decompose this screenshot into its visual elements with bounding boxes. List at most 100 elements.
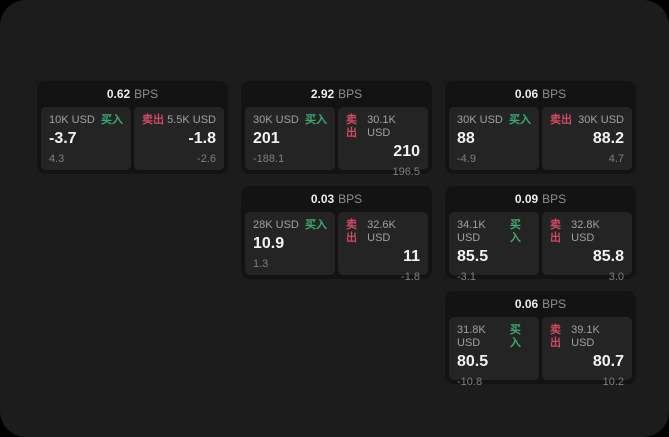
sell-panel[interactable]: 卖出 32.6K USD 11 -1.8 [338,212,428,283]
sell-price: 11 [403,248,420,265]
sell-price: 88.2 [592,130,624,147]
buy-sub-value: -3.1 [457,271,476,283]
buy-price: 85.5 [457,248,489,265]
buy-size: 28K USD [253,219,299,231]
buy-sub-value: 1.3 [253,258,269,270]
sell-panel-top: 卖出 30K USD [550,114,624,127]
buy-sub-value: -188.1 [253,153,285,165]
buy-size: 30K USD [253,114,299,126]
card-body: 28K USD 买入 10.9 1.3 卖出 32.6K USD 11 -1.8 [241,212,432,283]
sell-sub-value: 4.7 [608,153,624,165]
buy-price: -3.7 [49,130,77,147]
sell-price: -1.8 [188,130,216,147]
card-header: 0.09 BPS [445,186,636,212]
quote-card: 0.03 BPS 28K USD 买入 10.9 1.3 卖出 32.6K US… [241,186,432,283]
card-body: 34.1K USD 买入 85.5 -3.1 卖出 32.8K USD 85.8… [445,212,636,283]
sell-label: 卖出 [142,114,164,126]
bps-unit-label: BPS [338,192,363,206]
sell-size: 39.1K USD [571,324,600,349]
bps-value: 0.09 [514,192,539,206]
bps-value: 0.62 [106,87,131,101]
quote-grid: 0.62 BPS 10K USD 买入 -3.7 4.3 卖出 5.5K USD [37,81,636,388]
sell-sub-value: 3.0 [608,271,624,283]
buy-price: 10.9 [253,235,285,252]
sell-label: 卖出 [550,324,561,349]
sell-panel[interactable]: 卖出 5.5K USD -1.8 -2.6 [134,107,224,170]
bps-unit-label: BPS [542,297,567,311]
sell-size: 32.6K USD [367,219,396,244]
bps-unit-label: BPS [338,87,363,101]
sell-panel[interactable]: 卖出 30.1K USD 210 196.5 [338,107,428,178]
card-body: 30K USD 买入 88 -4.9 卖出 30K USD 88.2 4.7 [445,107,636,174]
buy-panel[interactable]: 30K USD 买入 88 -4.9 [449,107,539,170]
buy-sub-value: -10.8 [457,376,483,388]
sell-sub-value: 196.5 [392,166,420,178]
sell-price: 210 [393,143,420,160]
buy-price: 201 [253,130,280,147]
buy-label: 买入 [509,114,531,126]
card-body: 31.8K USD 买入 80.5 -10.8 卖出 39.1K USD 80.… [445,317,636,388]
buy-panel[interactable]: 10K USD 买入 -3.7 4.3 [41,107,131,170]
buy-size: 10K USD [49,114,95,126]
bps-unit-label: BPS [542,87,567,101]
sell-label: 卖出 [346,114,357,139]
buy-sub-value: 4.3 [49,153,65,165]
buy-panel-top: 28K USD 买入 [253,219,327,232]
sell-size: 30K USD [578,114,624,126]
sell-label: 卖出 [550,114,572,126]
buy-label: 买入 [101,114,123,126]
buy-panel-top: 30K USD 买入 [457,114,531,127]
quote-card: 0.09 BPS 34.1K USD 买入 85.5 -3.1 卖出 32.8K… [445,186,636,283]
buy-sub-value: -4.9 [457,153,476,165]
bps-value: 0.06 [514,297,539,311]
buy-panel[interactable]: 34.1K USD 买入 85.5 -3.1 [449,212,539,283]
sell-panel-top: 卖出 32.6K USD [346,219,420,245]
card-header: 2.92 BPS [241,81,432,107]
quote-card: 2.92 BPS 30K USD 买入 201 -188.1 卖出 30.1K … [241,81,432,178]
buy-panel-top: 31.8K USD 买入 [457,324,531,350]
sell-size: 32.8K USD [571,219,600,244]
quote-card: 0.62 BPS 10K USD 买入 -3.7 4.3 卖出 5.5K USD [37,81,228,174]
buy-panel[interactable]: 30K USD 买入 201 -188.1 [245,107,335,170]
sell-price: 80.7 [592,353,624,370]
buy-panel[interactable]: 28K USD 买入 10.9 1.3 [245,212,335,275]
buy-size: 31.8K USD [457,324,486,349]
sell-label: 卖出 [550,219,561,244]
sell-panel-top: 卖出 39.1K USD [550,324,624,350]
buy-panel[interactable]: 31.8K USD 买入 80.5 -10.8 [449,317,539,388]
buy-size: 34.1K USD [457,219,486,244]
sell-panel[interactable]: 卖出 30K USD 88.2 4.7 [542,107,632,170]
sell-sub-value: -2.6 [197,153,216,165]
bps-value: 2.92 [310,87,335,101]
card-header: 0.06 BPS [445,81,636,107]
sell-price: 85.8 [592,248,624,265]
sell-label: 卖出 [346,219,357,244]
sell-sub-value: -1.8 [401,271,420,283]
sell-panel-top: 卖出 30.1K USD [346,114,420,140]
buy-price: 88 [457,130,475,147]
buy-panel-top: 34.1K USD 买入 [457,219,531,245]
sell-panel[interactable]: 卖出 39.1K USD 80.7 10.2 [542,317,632,388]
sell-panel-top: 卖出 32.8K USD [550,219,624,245]
buy-panel-top: 10K USD 买入 [49,114,123,127]
buy-price: 80.5 [457,353,489,370]
card-body: 30K USD 买入 201 -188.1 卖出 30.1K USD 210 1… [241,107,432,178]
quote-card: 0.06 BPS 30K USD 买入 88 -4.9 卖出 30K USD [445,81,636,174]
buy-panel-top: 30K USD 买入 [253,114,327,127]
card-header: 0.62 BPS [37,81,228,107]
card-header: 0.06 BPS [445,291,636,317]
sell-panel[interactable]: 卖出 32.8K USD 85.8 3.0 [542,212,632,283]
bps-value: 0.03 [310,192,335,206]
bps-value: 0.06 [514,87,539,101]
bps-unit-label: BPS [542,192,567,206]
buy-size: 30K USD [457,114,503,126]
sell-sub-value: 10.2 [602,376,624,388]
buy-label: 买入 [509,324,521,349]
card-header: 0.03 BPS [241,186,432,212]
buy-label: 买入 [305,114,327,126]
sell-size: 30.1K USD [367,114,396,139]
buy-label: 买入 [509,219,521,244]
sell-panel-top: 卖出 5.5K USD [142,114,216,127]
sell-size: 5.5K USD [167,114,216,126]
